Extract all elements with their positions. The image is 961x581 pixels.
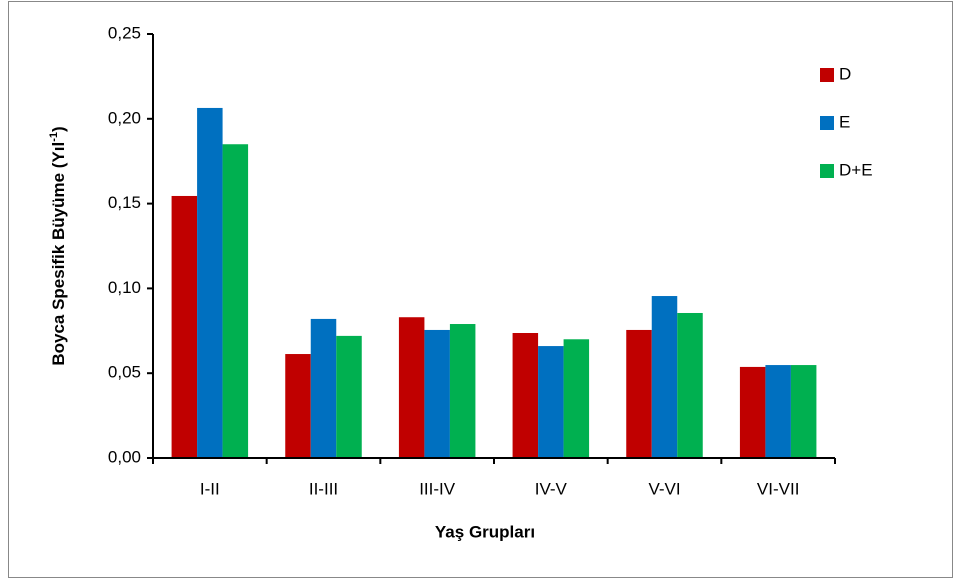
y-label-suffix: ) (49, 126, 68, 132)
legend-swatch (820, 68, 834, 82)
bar (197, 107, 223, 458)
bar (285, 354, 311, 458)
frame (8, 1, 953, 578)
legend-swatch (820, 164, 834, 178)
legend-label: D (839, 64, 851, 83)
bar (739, 366, 766, 458)
bar (563, 339, 590, 458)
y-axis-label: Boyca Spesifik Büyüme (Yıl-1) (48, 126, 69, 365)
bar (310, 318, 337, 458)
y-tick-label: 0,20 (108, 108, 141, 127)
x-axis-label: Yaş Grupları (435, 522, 535, 541)
bar (790, 365, 817, 458)
x-tick-label: V-VI (648, 479, 680, 498)
x-tick-label: IV-V (535, 479, 568, 498)
bar (651, 296, 678, 458)
bar (512, 333, 539, 458)
y-label-sup: -1 (48, 132, 60, 142)
bar (336, 335, 362, 458)
bar (449, 324, 476, 458)
legend-label: D+E (839, 160, 873, 179)
x-tick-label: II-III (309, 479, 338, 498)
bar (765, 365, 791, 458)
legend-swatch (820, 116, 834, 130)
bar (222, 144, 249, 459)
legend-label: E (839, 112, 850, 131)
bar (424, 329, 450, 458)
y-tick-label: 0,00 (108, 447, 141, 466)
x-tick-label: III-IV (419, 479, 456, 498)
bar (677, 312, 703, 458)
x-tick-label: VI-VII (757, 479, 800, 498)
y-tick-label: 0,05 (108, 363, 141, 382)
y-tick-label: 0,25 (108, 23, 141, 42)
x-tick-label: I-II (200, 479, 220, 498)
bar (626, 329, 652, 458)
bar (398, 317, 425, 458)
bar (171, 195, 198, 458)
bar (538, 346, 564, 458)
y-label-text: Boyca Spesifik Büyüme (Yıl (49, 142, 68, 366)
y-tick-label: 0,10 (108, 278, 141, 297)
y-tick-label: 0,15 (108, 193, 141, 212)
